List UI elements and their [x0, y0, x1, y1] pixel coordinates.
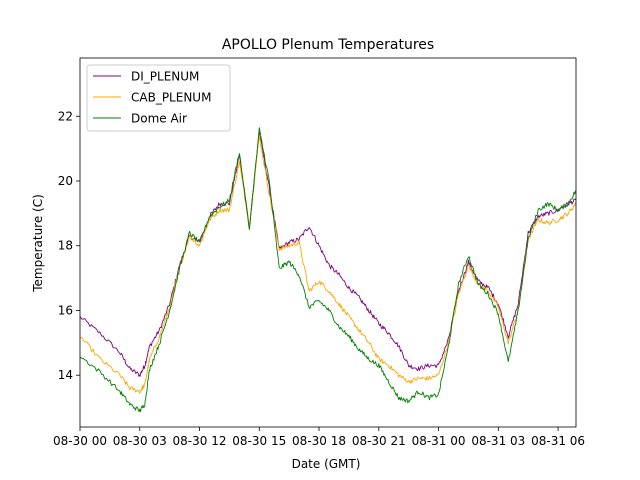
y-tick-label: 20 — [58, 174, 73, 188]
y-tick-label: 18 — [58, 239, 73, 253]
x-tick-label: 08-30 03 — [113, 434, 167, 448]
x-tick-label: 08-30 00 — [53, 434, 107, 448]
series-layer — [79, 127, 577, 413]
y-axis: 14 16 18 20 22 — [58, 109, 80, 382]
x-tick-label: 08-30 21 — [352, 434, 406, 448]
legend: DI_PLENUM CAB_PLENUM Dome Air — [86, 64, 231, 132]
series-line-di-plenum — [79, 131, 577, 377]
legend-label: Dome Air — [131, 112, 187, 126]
x-tick-label: 08-30 15 — [232, 434, 286, 448]
x-axis: 08-30 00 08-30 03 08-30 12 08-30 15 08-30 18… — [53, 427, 585, 448]
x-tick-label: 08-30 12 — [173, 434, 227, 448]
x-tick-label: 08-31 06 — [531, 434, 585, 448]
y-tick-label: 16 — [58, 303, 73, 317]
x-tick-label: 08-31 03 — [471, 434, 525, 448]
plot-frame — [79, 57, 577, 428]
y-tick-label: 14 — [58, 368, 73, 382]
y-axis-label: Temperature (C) — [31, 194, 45, 293]
x-tick-label: 08-30 18 — [292, 434, 346, 448]
x-axis-label: Date (GMT) — [292, 457, 361, 471]
legend-label: DI_PLENUM — [131, 70, 199, 84]
series-line-cab-plenum — [79, 134, 577, 394]
x-tick-label: 08-31 00 — [412, 434, 466, 448]
series-line-dome-air — [79, 127, 577, 413]
chart-title: APOLLO Plenum Temperatures — [222, 37, 434, 53]
legend-box — [86, 64, 231, 132]
legend-label: CAB_PLENUM — [131, 91, 211, 105]
y-tick-label: 22 — [58, 109, 73, 123]
